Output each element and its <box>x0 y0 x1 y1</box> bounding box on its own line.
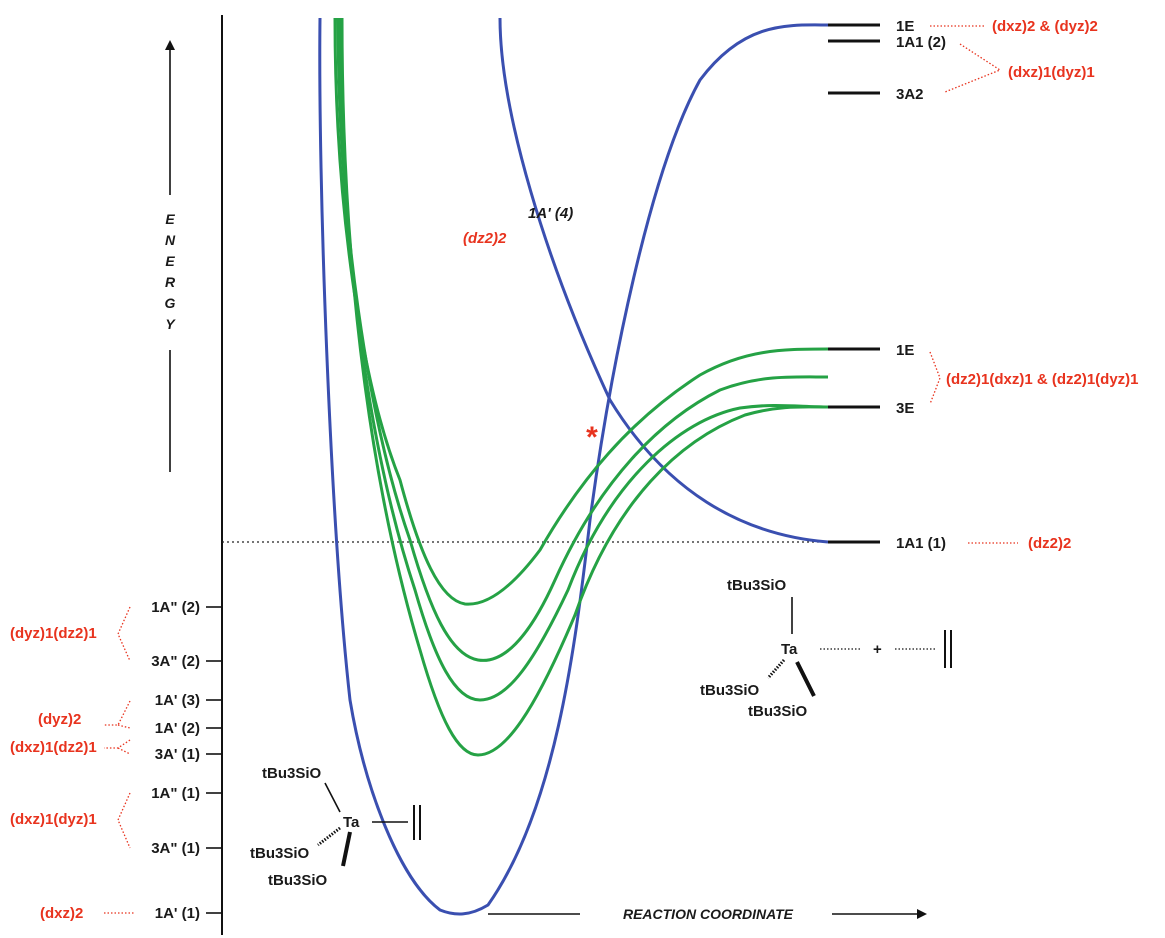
right-config-connector <box>944 43 1002 93</box>
left-state-label: 1A' (1) <box>155 905 200 922</box>
curve-state-label: 1A' (4) <box>528 205 573 222</box>
right-state-label: 1A1 (2) <box>896 34 946 51</box>
right-config-connector <box>929 351 941 405</box>
molecule-group: tBu3SiO <box>250 845 310 862</box>
molecule-group: tBu3SiO <box>268 872 328 889</box>
left-config-connector <box>117 606 131 662</box>
plus-sign: + <box>873 641 882 658</box>
right-config-label: (dz2)2 <box>1028 535 1071 552</box>
bond <box>324 782 341 813</box>
right-config-label: (dxz)1(dyz)1 <box>1008 64 1095 81</box>
molecule-group: tBu3SiO <box>700 682 760 699</box>
left-config-connector <box>104 739 131 755</box>
reaction-coordinate-label: REACTION COORDINATE <box>623 906 794 922</box>
molecule-group: tBu3SiO <box>748 703 808 720</box>
right-config-label: (dxz)2 & (dyz)2 <box>992 18 1098 35</box>
left-state-label: 3A" (2) <box>151 653 200 670</box>
energy-letter: G <box>165 295 176 311</box>
curve-config-label: (dz2)2 <box>463 230 507 247</box>
right-state-label: 3E <box>896 400 914 417</box>
left-state-label: 3A" (1) <box>151 840 200 857</box>
right-state-label: 3A2 <box>896 86 924 103</box>
hashed-bond <box>317 826 341 847</box>
energy-letter: Y <box>165 316 176 332</box>
energy-label: E N E R G Y <box>165 211 177 332</box>
left-config-connector <box>117 792 131 849</box>
green-curve-3 <box>338 17 829 702</box>
left-state-label: 1A' (2) <box>155 720 200 737</box>
molecule-group: tBu3SiO <box>727 577 787 594</box>
left-config-label: (dyz)1(dz2)1 <box>10 625 97 642</box>
energy-letter: E <box>165 211 175 227</box>
excited-blue-curve <box>498 17 829 544</box>
wedge-bond <box>341 831 352 867</box>
wedge-bond <box>795 661 816 697</box>
left-config-label: (dxz)1(dz2)1 <box>10 739 97 756</box>
green-curve-2 <box>336 17 829 662</box>
molecule-metal: Ta <box>781 641 798 658</box>
right-state-label: 1A1 (1) <box>896 535 946 552</box>
green-curve-1 <box>333 17 829 606</box>
molecule-metal: Ta <box>343 814 360 831</box>
molecule-left: tBu3SiO Ta tBu3SiO tBu3SiO <box>250 765 421 889</box>
left-state-label: 1A' (3) <box>155 692 200 709</box>
molecule-group: tBu3SiO <box>262 765 322 782</box>
left-state-label: 3A' (1) <box>155 746 200 763</box>
left-state-label: 1A" (1) <box>151 785 200 802</box>
energy-letter: R <box>165 274 176 290</box>
energy-letter: E <box>165 253 175 269</box>
left-config-label: (dxz)1(dyz)1 <box>10 811 97 828</box>
right-config-label: (dz2)1(dxz)1 & (dz2)1(dyz)1 <box>946 371 1139 388</box>
molecule-right: tBu3SiO Ta + tBu3SiO tBu3SiO <box>700 577 952 720</box>
right-state-label: 1E <box>896 342 914 359</box>
left-config-connector <box>104 700 131 729</box>
ground-state-blue-curve <box>318 17 831 916</box>
right-state-label: 1E <box>896 18 914 35</box>
left-config-label: (dyz)2 <box>38 711 81 728</box>
energy-letter: N <box>165 232 176 248</box>
green-curve-4 <box>340 17 829 757</box>
crossing-asterisk: * <box>586 421 598 454</box>
hashed-bond <box>766 659 786 679</box>
left-config-label: (dxz)2 <box>40 905 83 922</box>
left-state-label: 1A" (2) <box>151 599 200 616</box>
